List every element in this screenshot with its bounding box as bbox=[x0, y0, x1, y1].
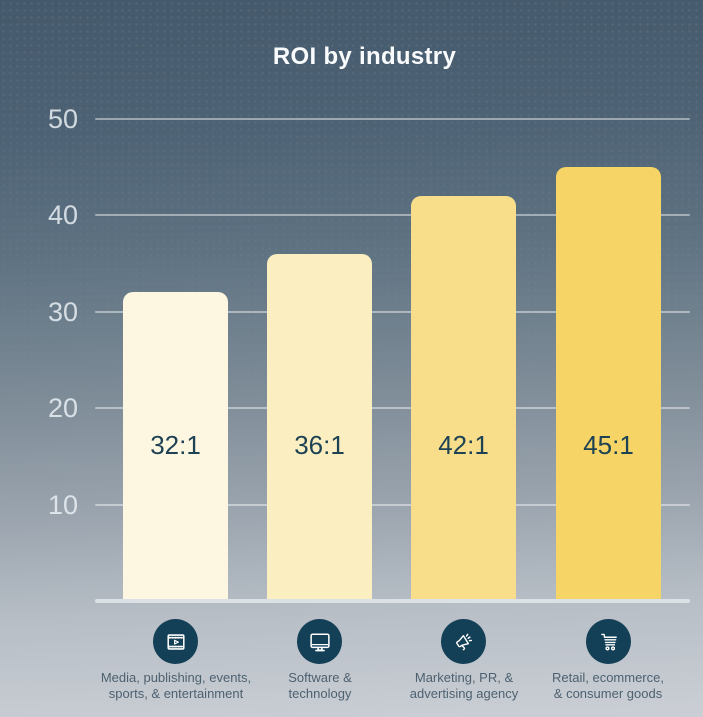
gridline-30 bbox=[95, 311, 690, 313]
bar-value-label: 42:1 bbox=[438, 430, 489, 460]
monitor-icon bbox=[297, 619, 342, 664]
category-label-line: technology bbox=[288, 686, 352, 701]
category-label-line: Media, publishing, events, bbox=[100, 670, 252, 685]
bar-value-label: 36:1 bbox=[294, 430, 345, 460]
category-label-line: Retail, ecommerce, bbox=[552, 670, 664, 685]
category-label-line: Software & bbox=[288, 670, 352, 685]
category-label-line: & consumer goods bbox=[553, 686, 663, 701]
bar-value-label: 45:1 bbox=[583, 430, 634, 460]
y-tick-50: 50 bbox=[47, 104, 78, 134]
category-label-line: Marketing, PR, & bbox=[414, 670, 514, 685]
y-tick-20: 20 bbox=[47, 393, 78, 423]
bar-retail: 45:1 bbox=[556, 166, 661, 601]
shopping-cart-icon bbox=[586, 619, 631, 664]
x-axis-baseline bbox=[95, 599, 690, 603]
film-play-icon bbox=[153, 619, 198, 664]
bar-value-label: 32:1 bbox=[150, 430, 201, 460]
category-label-line: sports, & entertainment bbox=[108, 686, 244, 701]
chart-title: ROI by industry bbox=[272, 43, 457, 70]
category-label-software: Software & technology bbox=[235, 670, 405, 702]
megaphone-icon bbox=[441, 619, 486, 664]
bar-marketing: 42:1 bbox=[411, 195, 516, 601]
category-label-marketing: Marketing, PR, & advertising agency bbox=[379, 670, 549, 702]
bar-media: 32:1 bbox=[123, 292, 228, 601]
category-label-retail: Retail, ecommerce, & consumer goods bbox=[523, 670, 693, 702]
y-tick-10: 10 bbox=[47, 490, 78, 520]
y-tick-30: 30 bbox=[47, 297, 78, 327]
gridline-50 bbox=[95, 118, 690, 120]
gridline-40 bbox=[95, 214, 690, 216]
bar-software: 36:1 bbox=[267, 253, 372, 601]
gridline-10 bbox=[95, 504, 690, 506]
category-label-line: advertising agency bbox=[409, 686, 519, 701]
gridline-20 bbox=[95, 407, 690, 409]
y-tick-40: 40 bbox=[47, 200, 78, 230]
category-label-media: Media, publishing, events, sports, & ent… bbox=[91, 670, 261, 702]
